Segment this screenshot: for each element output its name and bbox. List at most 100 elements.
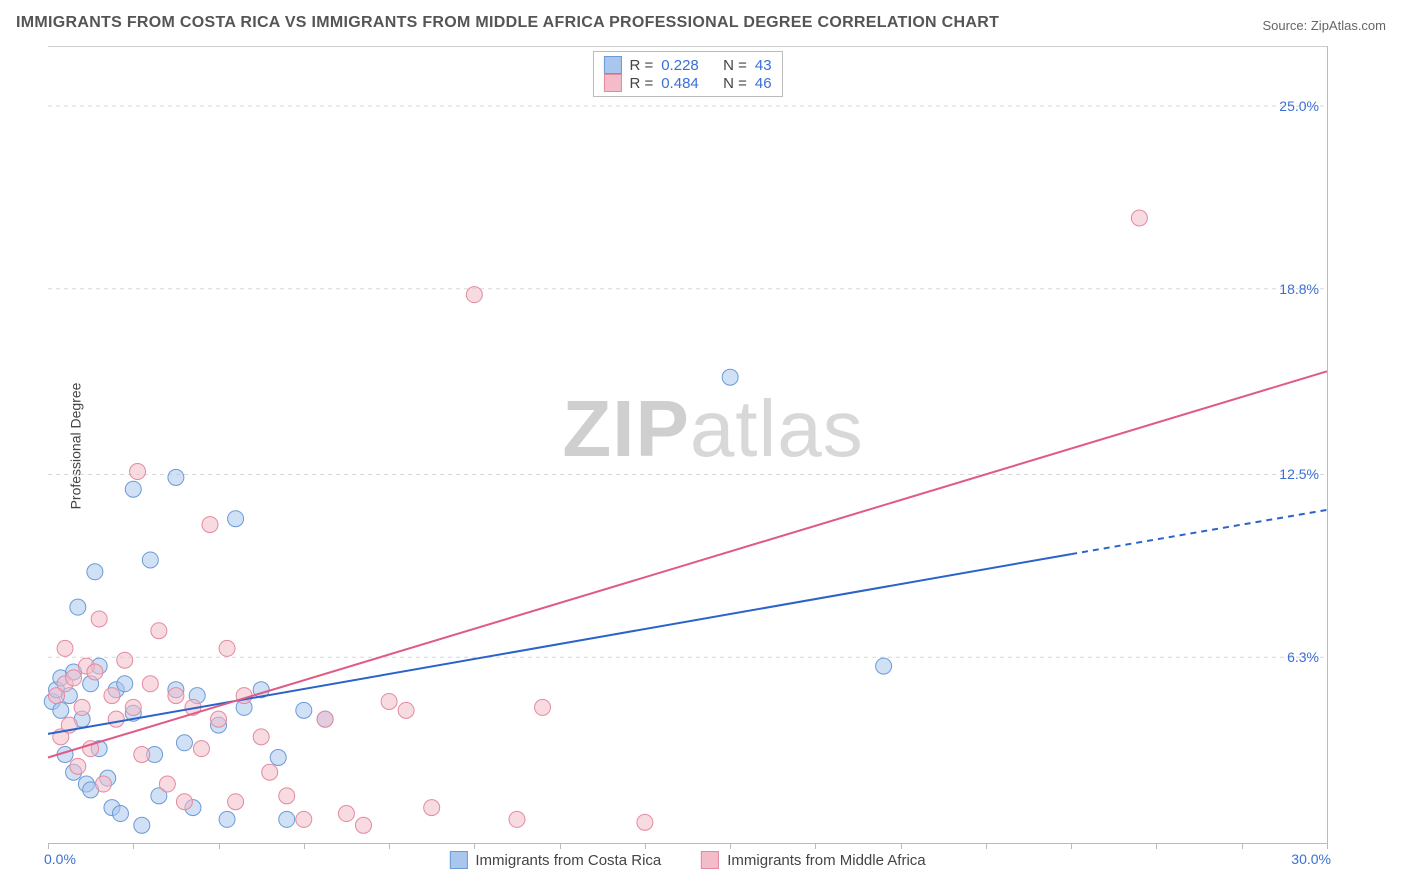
- n-value-2: 46: [755, 75, 772, 92]
- y-tick-label: 18.8%: [1279, 281, 1319, 297]
- scatter-point: [91, 611, 107, 627]
- scatter-point: [262, 764, 278, 780]
- scatter-point: [296, 811, 312, 827]
- scatter-point: [125, 699, 141, 715]
- trend-line: [48, 371, 1327, 757]
- scatter-point: [134, 747, 150, 763]
- scatter-point: [112, 806, 128, 822]
- x-tick: [48, 843, 49, 849]
- chart-plot-area: ZIPatlas R = 0.228 N = 43 R = 0.484 N = …: [48, 46, 1328, 844]
- x-axis-max-label: 30.0%: [1291, 851, 1331, 867]
- swatch-series-1: [603, 56, 621, 74]
- scatter-point: [57, 640, 73, 656]
- scatter-point: [168, 688, 184, 704]
- scatter-point: [466, 287, 482, 303]
- scatter-point: [637, 814, 653, 830]
- n-label-2: N =: [723, 75, 747, 92]
- stat-row-series-1: R = 0.228 N = 43: [603, 56, 771, 74]
- scatter-point: [95, 776, 111, 792]
- scatter-svg: [48, 47, 1327, 843]
- legend-label-2: Immigrants from Middle Africa: [727, 852, 925, 869]
- scatter-point: [270, 750, 286, 766]
- scatter-point: [53, 702, 69, 718]
- scatter-point: [228, 794, 244, 810]
- scatter-point: [219, 640, 235, 656]
- scatter-point: [176, 794, 192, 810]
- x-axis-min-label: 0.0%: [44, 851, 76, 867]
- r-label-2: R =: [629, 75, 653, 92]
- legend-swatch-1: [449, 851, 467, 869]
- x-tick: [1156, 843, 1157, 849]
- y-tick-label: 6.3%: [1287, 649, 1319, 665]
- n-label-1: N =: [723, 57, 747, 74]
- r-value-2: 0.484: [661, 75, 699, 92]
- x-tick: [986, 843, 987, 849]
- x-tick: [133, 843, 134, 849]
- scatter-point: [151, 623, 167, 639]
- stat-row-series-2: R = 0.484 N = 46: [603, 74, 771, 92]
- scatter-point: [117, 652, 133, 668]
- n-value-1: 43: [755, 57, 772, 74]
- legend-item-2: Immigrants from Middle Africa: [701, 851, 925, 869]
- source-name: ZipAtlas.com: [1311, 18, 1386, 33]
- source-attribution: Source: ZipAtlas.com: [1262, 18, 1386, 33]
- scatter-point: [211, 711, 227, 727]
- scatter-point: [253, 729, 269, 745]
- legend: Immigrants from Costa Rica Immigrants fr…: [449, 851, 925, 869]
- source-prefix: Source:: [1262, 18, 1310, 33]
- legend-item-1: Immigrants from Costa Rica: [449, 851, 661, 869]
- scatter-point: [66, 670, 82, 686]
- scatter-point: [159, 776, 175, 792]
- y-tick-label: 12.5%: [1279, 466, 1319, 482]
- scatter-point: [130, 464, 146, 480]
- scatter-point: [279, 811, 295, 827]
- scatter-point: [117, 676, 133, 692]
- scatter-point: [176, 735, 192, 751]
- scatter-point: [104, 688, 120, 704]
- scatter-point: [279, 788, 295, 804]
- r-label-1: R =: [629, 57, 653, 74]
- correlation-stat-box: R = 0.228 N = 43 R = 0.484 N = 46: [592, 51, 782, 97]
- r-value-1: 0.228: [661, 57, 699, 74]
- trend-line-extrapolated: [1071, 510, 1327, 554]
- scatter-point: [219, 811, 235, 827]
- scatter-point: [193, 741, 209, 757]
- scatter-point: [142, 676, 158, 692]
- x-tick: [304, 843, 305, 849]
- x-tick: [219, 843, 220, 849]
- scatter-point: [424, 800, 440, 816]
- scatter-point: [87, 664, 103, 680]
- x-tick: [645, 843, 646, 849]
- x-tick: [1071, 843, 1072, 849]
- scatter-point: [168, 469, 184, 485]
- x-tick: [815, 843, 816, 849]
- x-tick: [730, 843, 731, 849]
- scatter-point: [70, 758, 86, 774]
- scatter-point: [398, 702, 414, 718]
- x-tick: [560, 843, 561, 849]
- y-tick-label: 25.0%: [1279, 98, 1319, 114]
- x-tick: [901, 843, 902, 849]
- scatter-point: [509, 811, 525, 827]
- scatter-point: [722, 369, 738, 385]
- scatter-point: [74, 699, 90, 715]
- scatter-point: [134, 817, 150, 833]
- x-tick: [1242, 843, 1243, 849]
- scatter-point: [142, 552, 158, 568]
- scatter-point: [1131, 210, 1147, 226]
- x-tick: [474, 843, 475, 849]
- scatter-point: [535, 699, 551, 715]
- legend-swatch-2: [701, 851, 719, 869]
- scatter-point: [876, 658, 892, 674]
- scatter-point: [125, 481, 141, 497]
- x-tick: [389, 843, 390, 849]
- swatch-series-2: [603, 74, 621, 92]
- trend-line: [48, 554, 1071, 734]
- scatter-point: [228, 511, 244, 527]
- scatter-point: [381, 693, 397, 709]
- scatter-point: [108, 711, 124, 727]
- scatter-point: [202, 517, 218, 533]
- x-tick: [1327, 843, 1328, 849]
- chart-title: IMMIGRANTS FROM COSTA RICA VS IMMIGRANTS…: [16, 14, 999, 32]
- scatter-point: [296, 702, 312, 718]
